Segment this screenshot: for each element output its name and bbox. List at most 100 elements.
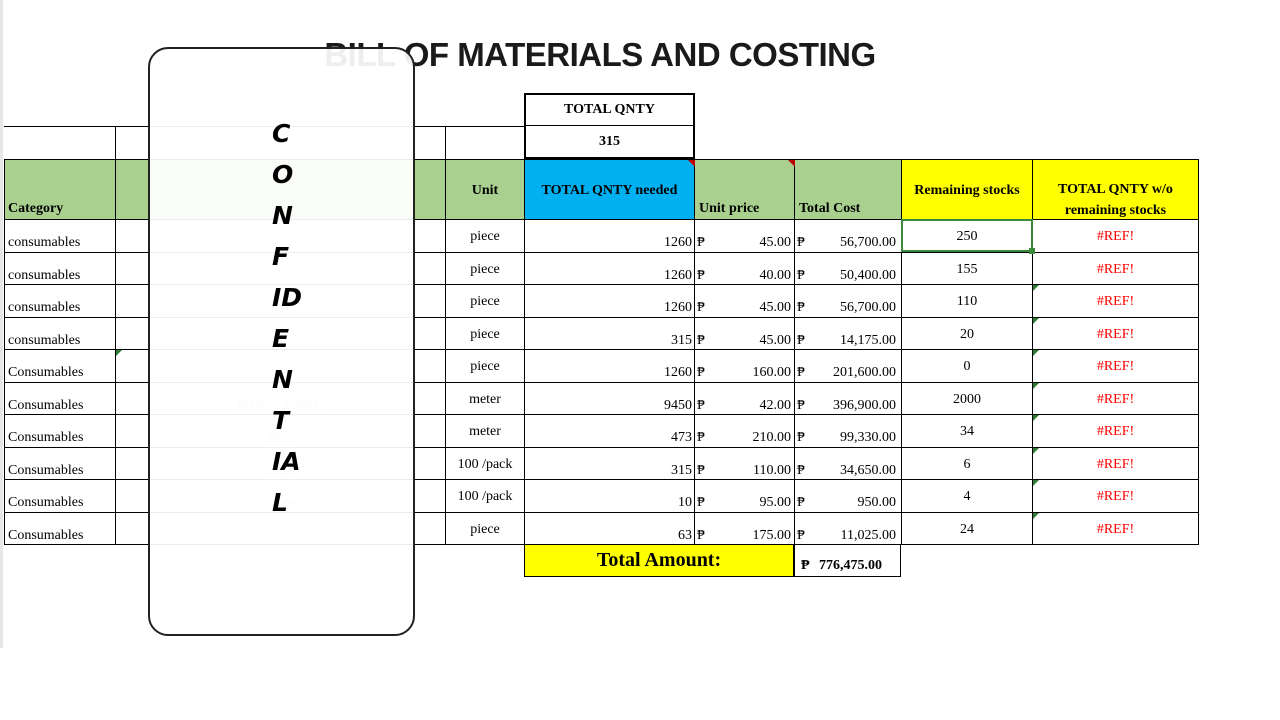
header-unit-price[interactable]: Unit price (694, 159, 795, 220)
currency-symbol: ₱ (797, 235, 805, 250)
cell-value: meter (469, 424, 501, 439)
cell-value: 56,700.00 (840, 235, 896, 250)
cell-value: consumables (8, 300, 81, 315)
table-cell-total-wo[interactable]: #REF! (1032, 349, 1199, 383)
table-cell-unit-price[interactable]: ₱ 40.00 (694, 252, 795, 285)
table-cell-qty[interactable]: 1260 (524, 252, 695, 285)
header-remaining-stocks[interactable]: Remaining stocks (901, 159, 1033, 220)
table-cell-unit-price[interactable]: ₱ 95.00 (694, 479, 795, 513)
table-cell-total-wo[interactable]: #REF! (1032, 219, 1199, 253)
table-cell-unit[interactable]: 100 /pack (445, 447, 525, 480)
table-cell-total-wo[interactable]: #REF! (1032, 414, 1199, 448)
table-cell-total-cost[interactable]: ₱ 396,900.00 (794, 382, 902, 415)
total-qnty-value[interactable]: 315 (524, 126, 695, 159)
table-cell-remaining[interactable]: 4 (901, 479, 1033, 513)
table-cell-remaining[interactable]: 24 (901, 512, 1033, 545)
table-cell-total-cost[interactable]: ₱ 50,400.00 (794, 252, 902, 285)
table-cell-unit[interactable]: piece (445, 512, 525, 545)
table-cell-unit[interactable]: piece (445, 252, 525, 285)
cell-value: 100 /pack (457, 457, 513, 472)
table-cell-qty[interactable]: 1260 (524, 349, 695, 383)
table-cell-category[interactable]: Consumables (4, 382, 116, 415)
table-cell-category[interactable]: Consumables (4, 479, 116, 513)
table-cell-total-cost[interactable]: ₱ 201,600.00 (794, 349, 902, 383)
sheet-edge (0, 0, 3, 648)
table-cell-category[interactable]: Consumables (4, 349, 116, 383)
table-cell-remaining[interactable]: 2000 (901, 382, 1033, 415)
cell-value: consumables (8, 235, 81, 250)
header-total-cost[interactable]: Total Cost (794, 159, 902, 220)
table-cell-total-wo[interactable]: #REF! (1032, 512, 1199, 545)
table-cell-qty[interactable]: 10 (524, 479, 695, 513)
table-cell-qty[interactable]: 315 (524, 447, 695, 480)
table-cell-category[interactable]: Consumables (4, 512, 116, 545)
fill-handle[interactable] (1029, 248, 1035, 254)
table-cell-unit[interactable]: piece (445, 317, 525, 350)
header-category[interactable]: Category (4, 159, 116, 220)
table-cell-total-wo[interactable]: #REF! (1032, 317, 1199, 350)
table-cell-qty[interactable]: 315 (524, 317, 695, 350)
cell-value: Consumables (8, 495, 84, 510)
table-cell-category[interactable]: Consumables (4, 414, 116, 448)
table-cell-total-cost[interactable]: ₱ 56,700.00 (794, 284, 902, 318)
table-cell-category[interactable]: consumables (4, 252, 116, 285)
header-unit[interactable]: Unit (445, 159, 525, 220)
table-cell-category[interactable]: consumables (4, 219, 116, 253)
table-cell-remaining[interactable]: 110 (901, 284, 1033, 318)
cell-value: 4 (963, 489, 971, 504)
table-cell-qty[interactable]: 9450 (524, 382, 695, 415)
table-cell-unit-price[interactable]: ₱ 45.00 (694, 219, 795, 253)
table-cell-remaining[interactable]: 20 (901, 317, 1033, 350)
table-cell-unit[interactable]: meter (445, 382, 525, 415)
table-cell-unit-price[interactable]: ₱ 45.00 (694, 284, 795, 318)
currency-symbol: ₱ (697, 365, 705, 380)
cell-value: 175.00 (752, 528, 792, 543)
header-total-qnty-wo[interactable]: TOTAL QNTY w/o remaining stocks (1032, 159, 1199, 220)
table-cell-unit-price[interactable]: ₱ 110.00 (694, 447, 795, 480)
table-cell-unit-price[interactable]: ₱ 45.00 (694, 317, 795, 350)
table-cell-total-cost[interactable]: ₱ 14,175.00 (794, 317, 902, 350)
cell-value: 50,400.00 (840, 268, 896, 283)
table-cell-category[interactable]: consumables (4, 317, 116, 350)
table-cell-total-wo[interactable]: #REF! (1032, 479, 1199, 513)
table-cell-total-cost[interactable]: ₱ 11,025.00 (794, 512, 902, 545)
table-cell-category[interactable]: consumables (4, 284, 116, 318)
table-cell-remaining[interactable]: 0 (901, 349, 1033, 383)
table-cell-total-cost[interactable]: ₱ 34,650.00 (794, 447, 902, 480)
cell-value: 315 (671, 333, 692, 348)
table-cell-remaining[interactable]: 6 (901, 447, 1033, 480)
table-cell-total-wo[interactable]: #REF! (1032, 252, 1199, 285)
table-cell-total-wo[interactable]: #REF! (1032, 382, 1199, 415)
table-cell-total-wo[interactable]: #REF! (1032, 447, 1199, 480)
table-cell-unit[interactable]: piece (445, 284, 525, 318)
table-cell-qty[interactable]: 63 (524, 512, 695, 545)
cell-value: 1260 (664, 235, 692, 250)
table-cell-unit-price[interactable]: ₱ 160.00 (694, 349, 795, 383)
table-cell-unit-price[interactable]: ₱ 175.00 (694, 512, 795, 545)
table-cell-total-cost[interactable]: ₱ 56,700.00 (794, 219, 902, 253)
cell-value: 40.00 (759, 268, 792, 283)
table-cell-unit[interactable]: meter (445, 414, 525, 448)
total-amount-cell[interactable]: ₱ 776,475.00 (794, 544, 901, 577)
cell-value: 6 (963, 457, 971, 472)
table-cell-remaining[interactable]: 34 (901, 414, 1033, 448)
table-cell-unit[interactable]: piece (445, 219, 525, 253)
cell-value: #REF! (1096, 457, 1135, 472)
cell-value: #REF! (1096, 392, 1135, 407)
table-cell-total-cost[interactable]: ₱ 950.00 (794, 479, 902, 513)
table-cell-total-cost[interactable]: ₱ 99,330.00 (794, 414, 902, 448)
table-cell-unit-price[interactable]: ₱ 210.00 (694, 414, 795, 448)
cell-value: 315 (671, 463, 692, 478)
grid-line (445, 126, 446, 159)
table-cell-unit-price[interactable]: ₱ 42.00 (694, 382, 795, 415)
table-cell-category[interactable]: Consumables (4, 447, 116, 480)
cell-value: #REF! (1096, 327, 1135, 342)
table-cell-unit[interactable]: piece (445, 349, 525, 383)
table-cell-unit[interactable]: 100 /pack (445, 479, 525, 513)
table-cell-qty[interactable]: 1260 (524, 284, 695, 318)
table-cell-qty[interactable]: 473 (524, 414, 695, 448)
table-cell-remaining[interactable]: 155 (901, 252, 1033, 285)
table-cell-qty[interactable]: 1260 (524, 219, 695, 253)
table-cell-total-wo[interactable]: #REF! (1032, 284, 1199, 318)
header-total-qnty-needed[interactable]: TOTAL QNTY needed (524, 159, 695, 220)
